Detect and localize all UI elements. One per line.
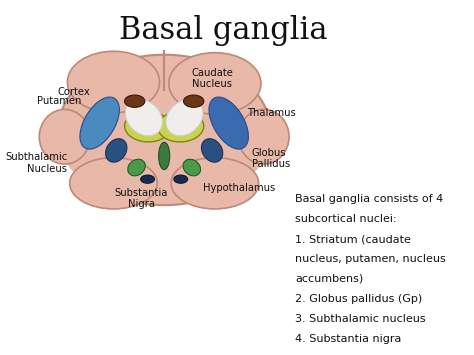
Text: accumbens): accumbens): [295, 274, 364, 284]
Text: subcortical nuclei:: subcortical nuclei:: [295, 214, 397, 224]
Ellipse shape: [141, 175, 155, 183]
Ellipse shape: [196, 142, 261, 180]
Text: Cortex: Cortex: [58, 87, 91, 97]
Text: Basal ganglia: Basal ganglia: [119, 15, 327, 45]
Ellipse shape: [123, 151, 206, 185]
Ellipse shape: [209, 97, 248, 149]
Ellipse shape: [171, 158, 259, 209]
Ellipse shape: [128, 103, 201, 137]
Ellipse shape: [39, 109, 90, 164]
Ellipse shape: [169, 53, 261, 114]
Ellipse shape: [67, 142, 132, 180]
Text: 4. Substantia nigra: 4. Substantia nigra: [295, 334, 401, 344]
Text: Hypothalamus: Hypothalamus: [203, 183, 275, 193]
Ellipse shape: [106, 139, 127, 162]
Ellipse shape: [174, 175, 188, 183]
Ellipse shape: [67, 51, 160, 113]
Text: Globus
Pallidus: Globus Pallidus: [252, 148, 290, 169]
Ellipse shape: [158, 111, 204, 142]
Ellipse shape: [109, 86, 164, 120]
Ellipse shape: [238, 109, 289, 164]
Ellipse shape: [166, 99, 203, 136]
Text: 1. Striatum (caudate: 1. Striatum (caudate: [295, 234, 411, 244]
Text: Thalamus: Thalamus: [247, 108, 296, 118]
Ellipse shape: [164, 86, 219, 120]
Text: Basal ganglia consists of 4: Basal ganglia consists of 4: [295, 194, 443, 204]
Ellipse shape: [125, 99, 163, 136]
Text: Subthalamic
Nucleus: Subthalamic Nucleus: [5, 152, 67, 174]
Ellipse shape: [159, 142, 170, 170]
Ellipse shape: [80, 97, 119, 149]
Ellipse shape: [125, 111, 171, 142]
Ellipse shape: [128, 159, 145, 176]
Text: 2. Globus pallidus (Gp): 2. Globus pallidus (Gp): [295, 294, 422, 304]
Ellipse shape: [183, 159, 201, 176]
Ellipse shape: [201, 139, 223, 162]
Text: 3. Subthalamic nucleus: 3. Subthalamic nucleus: [295, 314, 426, 324]
Ellipse shape: [70, 158, 157, 209]
Text: Putamen: Putamen: [37, 96, 81, 106]
Text: Substantia
Nigra: Substantia Nigra: [114, 187, 168, 209]
Text: nucleus, putamen, nucleus: nucleus, putamen, nucleus: [295, 254, 446, 264]
Text: Caudate
Nucleus: Caudate Nucleus: [192, 68, 234, 89]
Ellipse shape: [183, 95, 204, 107]
Ellipse shape: [125, 95, 145, 107]
Ellipse shape: [58, 55, 270, 205]
